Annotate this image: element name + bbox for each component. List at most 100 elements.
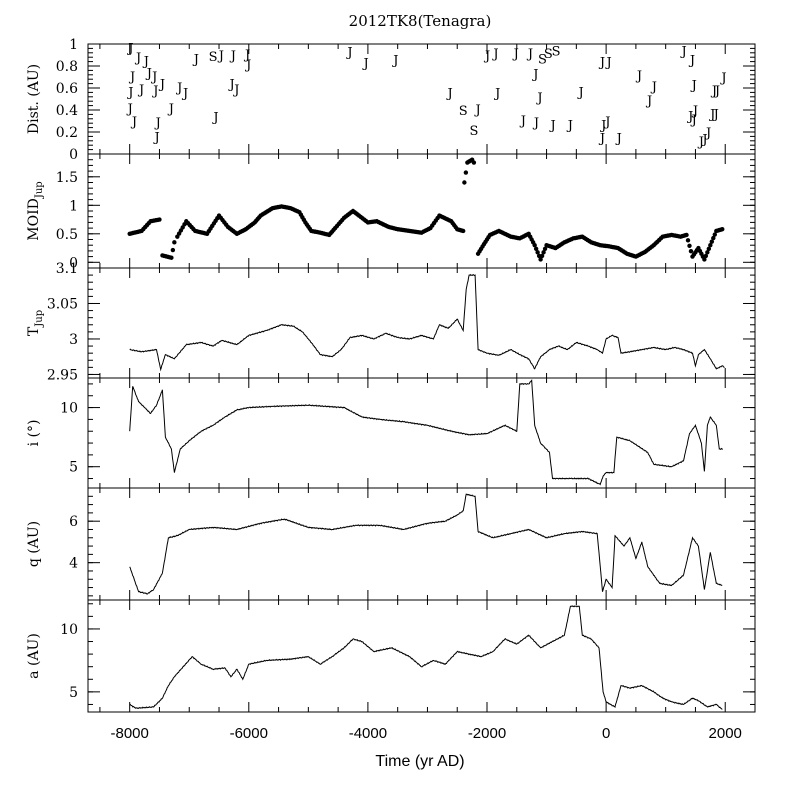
encounter-marker: J (700, 133, 707, 148)
y-axis-label: TJup (26, 310, 45, 336)
encounter-marker: S (544, 47, 553, 62)
moid-point (541, 250, 546, 255)
y-tick-label: 4 (69, 556, 78, 572)
panel-moid: 0 0.5 1 1.5 MOIDJup (26, 153, 756, 271)
encounter-marker: J (615, 132, 622, 147)
panel-tjup: 2.95 3 3.05 3.1 TJup (26, 261, 756, 383)
panel-frame (87, 267, 756, 379)
moid-point (538, 257, 543, 262)
encounter-marker: J (217, 49, 224, 64)
moid-point (460, 228, 466, 234)
moid-point (542, 246, 548, 251)
y-axis-label: q (AU) (26, 521, 42, 567)
y-tick-label: 2.95 (47, 367, 78, 383)
x-tick-label: -6000 (230, 725, 268, 742)
moid-point (170, 247, 176, 253)
encounter-marker: J (445, 86, 452, 101)
panel-frame (87, 377, 756, 489)
y-tick-label: 5 (69, 460, 78, 476)
encounter-marker: J (137, 83, 144, 98)
y-tick-label: 10 (60, 622, 78, 638)
encounter-marker: J (712, 107, 719, 122)
moid-point (712, 232, 718, 237)
moid-point (684, 232, 689, 238)
y-axis-label-subscript: Jup (34, 310, 45, 328)
moid-point (702, 257, 707, 262)
y-tick-label: 1 (69, 37, 78, 53)
y-tick-label: 0.8 (56, 59, 78, 75)
encounter-marker: J (531, 68, 538, 83)
encounter-marker: J (151, 84, 158, 99)
panel-frame (87, 487, 756, 601)
y-tick-label: 0.5 (56, 227, 78, 243)
encounter-marker: J (604, 56, 611, 71)
y-tick-label: 1.5 (56, 170, 78, 186)
encounter-marker: J (243, 48, 250, 63)
encounter-marker: J (599, 118, 606, 133)
encounter-marker: J (142, 55, 149, 70)
y-axis-label: a (AU) (26, 633, 42, 679)
encounter-marker: J (688, 53, 695, 68)
y-axis-label: i (°) (26, 420, 42, 447)
x-tick-label: -2000 (468, 725, 506, 742)
encounter-marker: J (566, 118, 573, 133)
moid-point (709, 239, 715, 244)
encounter-marker: J (152, 130, 159, 145)
x-tick-label: 0 (602, 725, 610, 742)
encounter-marker: J (232, 83, 239, 98)
moid-point (705, 250, 710, 255)
panel-a: 5 10 a (AU) (26, 599, 756, 713)
encounter-marker: S (538, 52, 547, 67)
moid-point (533, 246, 539, 251)
encounter-marker: J (549, 118, 556, 133)
y-tick-label: 0 (69, 255, 78, 271)
encounter-marker: J (603, 115, 610, 130)
encounter-marker: J (126, 102, 133, 117)
encounter-marker: J (680, 45, 687, 60)
moid-point (471, 160, 477, 165)
encounter-marker: J (175, 81, 182, 96)
panel-q: 4 6 q (AU) (26, 487, 756, 601)
encounter-marker: J (391, 53, 398, 68)
moid-point (462, 180, 467, 185)
y-axis-label: Dist. (AU) (26, 64, 42, 134)
encounter-marker: J (519, 114, 526, 129)
moid-point (706, 246, 712, 251)
encounter-marker: J (526, 47, 533, 62)
y-axis-label: MOIDJup (26, 181, 45, 240)
encounter-marker: J (598, 132, 605, 147)
y-tick-label: 0 (69, 147, 78, 163)
encounter-marker: J (598, 56, 605, 71)
encounter-marker: J (167, 102, 174, 117)
encounter-marker: S (469, 124, 478, 139)
encounter-marker: J (362, 57, 369, 72)
encounter-marker: J (244, 58, 251, 73)
encounter-marker: J (635, 69, 642, 84)
encounter-marker: J (650, 80, 657, 95)
moid-point (703, 253, 709, 259)
y-tick-label: 3.1 (56, 261, 78, 277)
encounter-marker: J (229, 49, 236, 64)
encounter-marker: J (126, 41, 133, 56)
encounter-marker: J (473, 103, 480, 118)
moid-point (688, 248, 694, 254)
y-tick-label: 0.2 (56, 125, 78, 141)
moid-point (463, 170, 469, 175)
encounter-marker: J (708, 107, 715, 122)
encounter-marker: J (145, 67, 152, 82)
moid-point (532, 243, 537, 248)
encounter-marker: S (209, 50, 218, 65)
encounter-marker: J (686, 110, 693, 125)
encounter-marker: J (154, 116, 161, 131)
moid-point (711, 235, 716, 241)
encounter-marker: J (532, 116, 539, 131)
moid-point (687, 243, 692, 248)
encounter-marker: J (130, 115, 137, 130)
y-tick-label: 6 (69, 514, 78, 530)
encounter-marker: J (228, 78, 235, 93)
encounter-marker: J (345, 46, 352, 61)
moid-point (708, 243, 713, 248)
series-line-tjup (129, 273, 725, 372)
x-tick-label: -8000 (111, 725, 149, 742)
